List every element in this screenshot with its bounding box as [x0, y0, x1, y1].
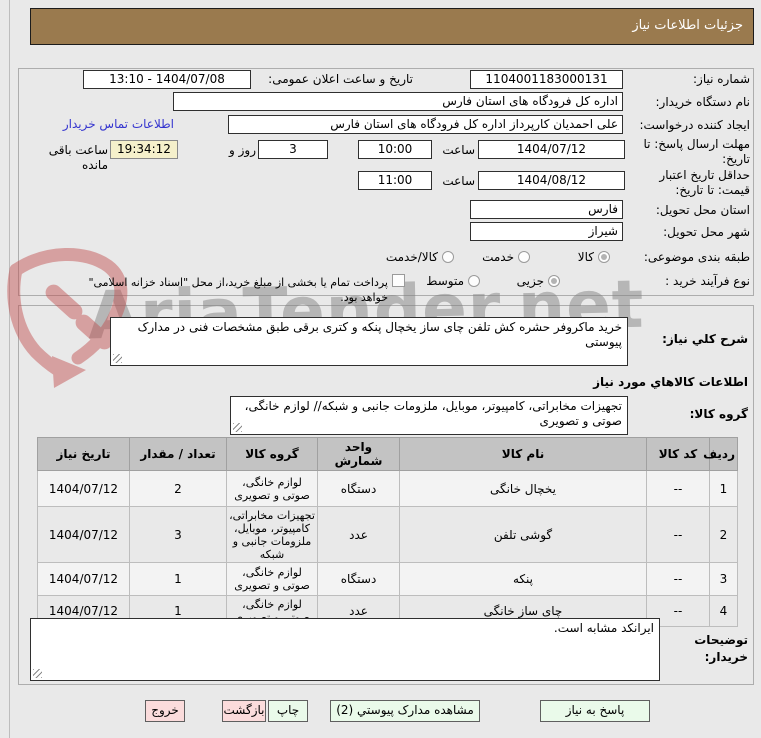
cell: گوشی تلفن [399, 506, 647, 563]
city-field[interactable]: شیراز [470, 222, 623, 241]
cell: پنکه [399, 562, 647, 596]
need-number-label: شماره نیاز: [693, 72, 750, 86]
cell: -- [646, 562, 710, 596]
cell: 2 [129, 470, 227, 507]
cell: عدد [317, 506, 400, 563]
radio-medium-label: متوسط [426, 274, 464, 288]
price-validity-label: حداقل تاریخ اعتبار قیمت: تا تاریخ: [659, 168, 750, 197]
remaining-days-field[interactable]: 3 [258, 140, 328, 159]
cell: لوازم خانگی، صوتی و تصویری [226, 470, 318, 507]
page-title: جزئیات اطلاعات نیاز [30, 8, 754, 45]
back-button[interactable]: بازگشت [222, 700, 266, 722]
radio-minor[interactable] [548, 275, 560, 287]
validity-time-field[interactable]: 11:00 [358, 171, 432, 190]
radio-goods-service-label: کالا/خدمت [385, 250, 438, 264]
cell: 3 [129, 506, 227, 563]
need-desc-label: شرح کلي نیاز: [662, 332, 748, 346]
col-group: گروه کالا [226, 437, 318, 471]
treasury-checkbox[interactable] [392, 274, 405, 287]
table-row: 2 -- گوشی تلفن عدد تجهیزات مخابراتی، کام… [37, 506, 738, 563]
announce-datetime-field[interactable]: 1404/07/08 - 13:10 [83, 70, 251, 89]
city-label: شهر محل تحویل: [663, 225, 750, 239]
need-desc-textarea[interactable]: خرید ماکروفر حشره کش تلفن چای ساز یخچال … [110, 317, 628, 366]
radio-service[interactable] [518, 251, 530, 263]
page-left-border [9, 0, 10, 738]
radio-goods-label: کالا [577, 250, 594, 264]
buyer-notes-text: ایرانکد مشابه است. [553, 621, 654, 635]
goods-group-label: گروه کالا: [689, 407, 748, 421]
validity-date-field[interactable]: 1404/08/12 [478, 171, 625, 190]
resize-handle-icon[interactable] [33, 669, 42, 678]
cell: 1404/07/12 [37, 506, 130, 563]
treasury-note: پرداخت تمام یا بخشی از مبلغ خرید،از محل … [88, 276, 388, 304]
radio-medium[interactable] [468, 275, 480, 287]
table-row: 3 -- پنکه دستگاه لوازم خانگی، صوتی و تصو… [37, 562, 738, 596]
col-need-date: تاریخ نیاز [37, 437, 130, 471]
subject-class-label: طبقه بندی موضوعی: [643, 250, 750, 264]
goods-group-textarea[interactable]: تجهیزات مخابراتی، کامپیوتر، موبایل، ملزو… [230, 396, 628, 435]
process-type-label: نوع فرآیند خرید : [665, 274, 750, 288]
deadline-label: مهلت ارسال پاسخ: تا تاریخ: [643, 137, 750, 166]
deadline-date-field[interactable]: 1404/07/12 [478, 140, 625, 159]
cell: یخچال خانگی [399, 470, 647, 507]
buyer-org-label: نام دستگاه خریدار: [655, 95, 751, 109]
cell: 1 [709, 470, 738, 507]
days-and-label: روز و [229, 143, 256, 157]
cell: 4 [709, 595, 738, 627]
resize-handle-icon[interactable] [233, 423, 242, 432]
radio-service-label: خدمت [482, 250, 514, 264]
resize-handle-icon[interactable] [113, 354, 122, 363]
table-header-row: ردیف کد کالا نام کالا واحد شمارش گروه کا… [37, 437, 738, 471]
deadline-time-field[interactable]: 10:00 [358, 140, 432, 159]
cell: 2 [709, 506, 738, 563]
province-field[interactable]: فارس [470, 200, 623, 219]
cell: دستگاه [317, 470, 400, 507]
creator-field[interactable]: علی احمدیان کارپرداز اداره کل فرودگاه ها… [228, 115, 623, 134]
col-item-code: کد کالا [646, 437, 710, 471]
view-attachments-button[interactable]: مشاهده مدارک پیوستي (2) [330, 700, 480, 722]
hours-remaining-label: ساعت باقی مانده [48, 143, 108, 172]
radio-goods-service[interactable] [442, 251, 454, 263]
col-item-name: نام کالا [399, 437, 647, 471]
countdown-timer: 19:34:12 [110, 140, 178, 159]
cell: لوازم خانگی، صوتی و تصویری [226, 562, 318, 596]
buyer-contact-link[interactable]: اطلاعات تماس خریدار [62, 117, 174, 131]
cell: -- [646, 470, 710, 507]
buyer-notes-textarea[interactable]: ایرانکد مشابه است. [30, 618, 660, 681]
respond-button[interactable]: پاسخ به نیاز [540, 700, 650, 722]
items-panel [18, 305, 754, 685]
cell: تجهیزات مخابراتی، کامپیوتر، موبایل، ملزو… [226, 506, 318, 563]
need-number-field[interactable]: 1104001183000131 [470, 70, 623, 89]
cell: 1 [129, 562, 227, 596]
items-table: ردیف کد کالا نام کالا واحد شمارش گروه کا… [37, 437, 738, 627]
exit-button[interactable]: خروج [145, 700, 185, 722]
col-quantity: تعداد / مقدار [129, 437, 227, 471]
announce-datetime-label: تاریخ و ساعت اعلان عمومی: [268, 72, 413, 86]
buyer-notes-label: توضیحات خریدار: [694, 633, 748, 664]
info-panel [18, 68, 754, 296]
cell: دستگاه [317, 562, 400, 596]
col-unit: واحد شمارش [317, 437, 400, 471]
goods-group-text: تجهیزات مخابراتی، کامپیوتر، موبایل، ملزو… [244, 399, 622, 428]
validity-hour-label: ساعت [442, 174, 475, 188]
radio-goods[interactable] [598, 251, 610, 263]
print-button[interactable]: چاپ [268, 700, 308, 722]
province-label: استان محل تحویل: [655, 203, 750, 217]
table-row: 1 -- یخچال خانگی دستگاه لوازم خانگی، صوت… [37, 470, 738, 507]
creator-label: ایجاد کننده درخواست: [639, 118, 750, 132]
cell: 1404/07/12 [37, 562, 130, 596]
buyer-org-field[interactable]: اداره کل فرودگاه های استان فارس [173, 92, 623, 111]
cell: 3 [709, 562, 738, 596]
col-row-index: ردیف [703, 437, 738, 471]
radio-minor-label: جزیی [516, 274, 544, 288]
deadline-hour-label: ساعت [442, 143, 475, 157]
need-desc-text: خرید ماکروفر حشره کش تلفن چای ساز یخچال … [137, 320, 622, 349]
cell: 1404/07/12 [37, 470, 130, 507]
cell: -- [646, 506, 710, 563]
items-section-header: اطلاعات کالاهاي مورد نیاز [593, 375, 748, 389]
